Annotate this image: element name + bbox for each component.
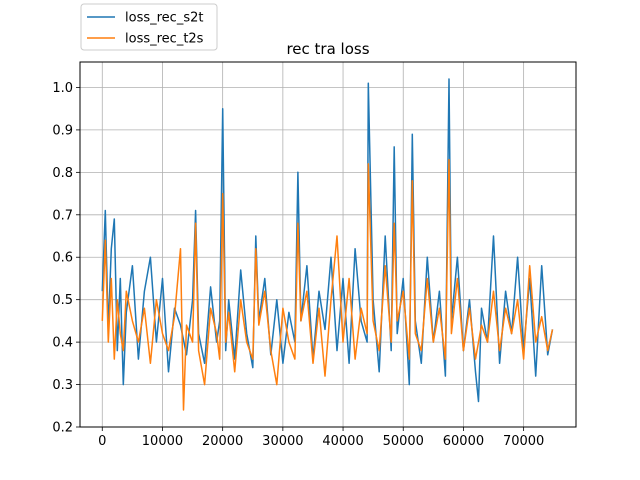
legend-label-loss-rec-s2t: loss_rec_s2t bbox=[125, 11, 203, 26]
chart-title: rec tra loss bbox=[286, 40, 369, 58]
y-tick-label: 0.2 bbox=[52, 421, 73, 436]
legend: loss_rec_s2t loss_rec_t2s bbox=[80, 3, 218, 51]
plot-area-frame bbox=[79, 61, 577, 428]
x-tick-label: 20000 bbox=[202, 434, 243, 449]
grid bbox=[80, 62, 576, 428]
x-tick-label: 70000 bbox=[503, 434, 544, 449]
x-tick-label: 50000 bbox=[383, 434, 424, 449]
y-tick-label: 0.8 bbox=[52, 166, 73, 181]
series-line-loss-rec-t2s bbox=[101, 158, 554, 411]
y-tick-label: 0.9 bbox=[52, 123, 73, 138]
y-tick-label: 0.7 bbox=[52, 208, 73, 223]
y-tick-label: 0.4 bbox=[52, 336, 73, 351]
x-tick-label: 30000 bbox=[262, 434, 303, 449]
y-tick-label: 0.6 bbox=[52, 251, 73, 266]
series-layer bbox=[101, 78, 554, 411]
x-tick-label: 60000 bbox=[443, 434, 484, 449]
axis-ticks: 0 10000 20000 30000 40000 50000 60000 70000 0.2 0… bbox=[52, 81, 544, 449]
x-tick-label: 10000 bbox=[142, 434, 183, 449]
y-tick-label: 1.0 bbox=[52, 81, 73, 96]
legend-label-loss-rec-t2s: loss_rec_t2s bbox=[125, 32, 204, 47]
x-tick-label: 40000 bbox=[322, 434, 363, 449]
y-tick-label: 0.5 bbox=[52, 293, 73, 308]
y-tick-label: 0.3 bbox=[52, 378, 73, 393]
x-tick-label: 0 bbox=[98, 434, 106, 449]
